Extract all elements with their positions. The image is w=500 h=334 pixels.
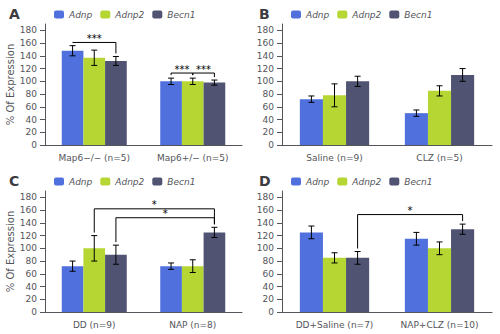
svg-text:0: 0: [31, 140, 37, 150]
svg-text:100: 100: [20, 243, 37, 253]
svg-text:80: 80: [26, 256, 38, 266]
svg-text:180: 180: [257, 192, 274, 202]
svg-text:60: 60: [26, 102, 38, 112]
svg-text:NAP+CLZ (n=10): NAP+CLZ (n=10): [401, 320, 479, 330]
svg-text:120: 120: [20, 231, 37, 241]
svg-text:Map6+/− (n=5): Map6+/− (n=5): [157, 153, 229, 163]
svg-text:160: 160: [20, 38, 37, 48]
svg-text:Map6−/− (n=5): Map6−/− (n=5): [58, 153, 130, 163]
svg-text:100: 100: [257, 76, 274, 86]
svg-text:80: 80: [26, 89, 38, 99]
svg-text:120: 120: [20, 64, 37, 74]
svg-text:80: 80: [263, 256, 275, 266]
svg-text:20: 20: [26, 294, 38, 304]
svg-text:Adnp: Adnp: [68, 177, 93, 187]
svg-text:100: 100: [257, 243, 274, 253]
svg-text:60: 60: [26, 269, 38, 279]
svg-text:D: D: [259, 173, 271, 189]
svg-text:0: 0: [268, 140, 274, 150]
svg-text:% Of Expression: % Of Expression: [5, 44, 16, 126]
svg-text:60: 60: [263, 269, 275, 279]
svg-text:Becn1: Becn1: [404, 10, 432, 20]
svg-text:80: 80: [263, 89, 275, 99]
svg-text:180: 180: [20, 192, 37, 202]
svg-text:140: 140: [20, 51, 37, 61]
svg-text:140: 140: [20, 218, 37, 228]
svg-text:40: 40: [263, 282, 275, 292]
svg-text:0: 0: [268, 307, 274, 317]
svg-text:% Of Expression: % Of Expression: [5, 211, 16, 293]
svg-text:Adnp2: Adnp2: [351, 10, 381, 20]
svg-text:140: 140: [257, 51, 274, 61]
svg-text:A: A: [9, 6, 20, 22]
svg-text:160: 160: [20, 205, 37, 215]
svg-text:***: ***: [87, 33, 102, 44]
svg-text:160: 160: [257, 38, 274, 48]
svg-text:Becn1: Becn1: [404, 177, 432, 187]
svg-text:140: 140: [257, 218, 274, 228]
svg-text:120: 120: [257, 231, 274, 241]
svg-text:Adnp2: Adnp2: [114, 10, 144, 20]
svg-text:*: *: [163, 208, 168, 219]
svg-text:20: 20: [263, 294, 275, 304]
svg-text:B: B: [259, 6, 270, 22]
svg-text:Saline (n=9): Saline (n=9): [306, 153, 362, 163]
svg-text:40: 40: [263, 115, 275, 125]
svg-text:Adnp: Adnp: [68, 10, 93, 20]
svg-text:160: 160: [257, 205, 274, 215]
svg-text:*: *: [152, 199, 157, 210]
svg-text:DD+Saline (n=7): DD+Saline (n=7): [296, 320, 374, 330]
svg-text:20: 20: [26, 127, 38, 137]
svg-text:CLZ (n=5): CLZ (n=5): [416, 153, 462, 163]
svg-text:Becn1: Becn1: [167, 177, 195, 187]
svg-text:Becn1: Becn1: [167, 10, 195, 20]
svg-text:*: *: [408, 205, 413, 216]
svg-text:C: C: [9, 173, 19, 189]
svg-text:180: 180: [257, 25, 274, 35]
svg-text:40: 40: [26, 282, 38, 292]
svg-text:Adnp: Adnp: [305, 177, 330, 187]
svg-text:0: 0: [31, 307, 37, 317]
svg-text:Adnp2: Adnp2: [114, 177, 144, 187]
svg-text:20: 20: [263, 127, 275, 137]
svg-text:120: 120: [257, 64, 274, 74]
svg-text:60: 60: [263, 102, 275, 112]
svg-text:40: 40: [26, 115, 38, 125]
svg-text:Adnp: Adnp: [305, 10, 330, 20]
svg-text:***: ***: [174, 64, 189, 75]
svg-text:Adnp2: Adnp2: [351, 177, 381, 187]
svg-text:***: ***: [196, 64, 211, 75]
svg-text:100: 100: [20, 76, 37, 86]
svg-text:NAP (n=8): NAP (n=8): [169, 320, 216, 330]
svg-text:DD (n=9): DD (n=9): [73, 320, 116, 330]
svg-text:180: 180: [20, 25, 37, 35]
